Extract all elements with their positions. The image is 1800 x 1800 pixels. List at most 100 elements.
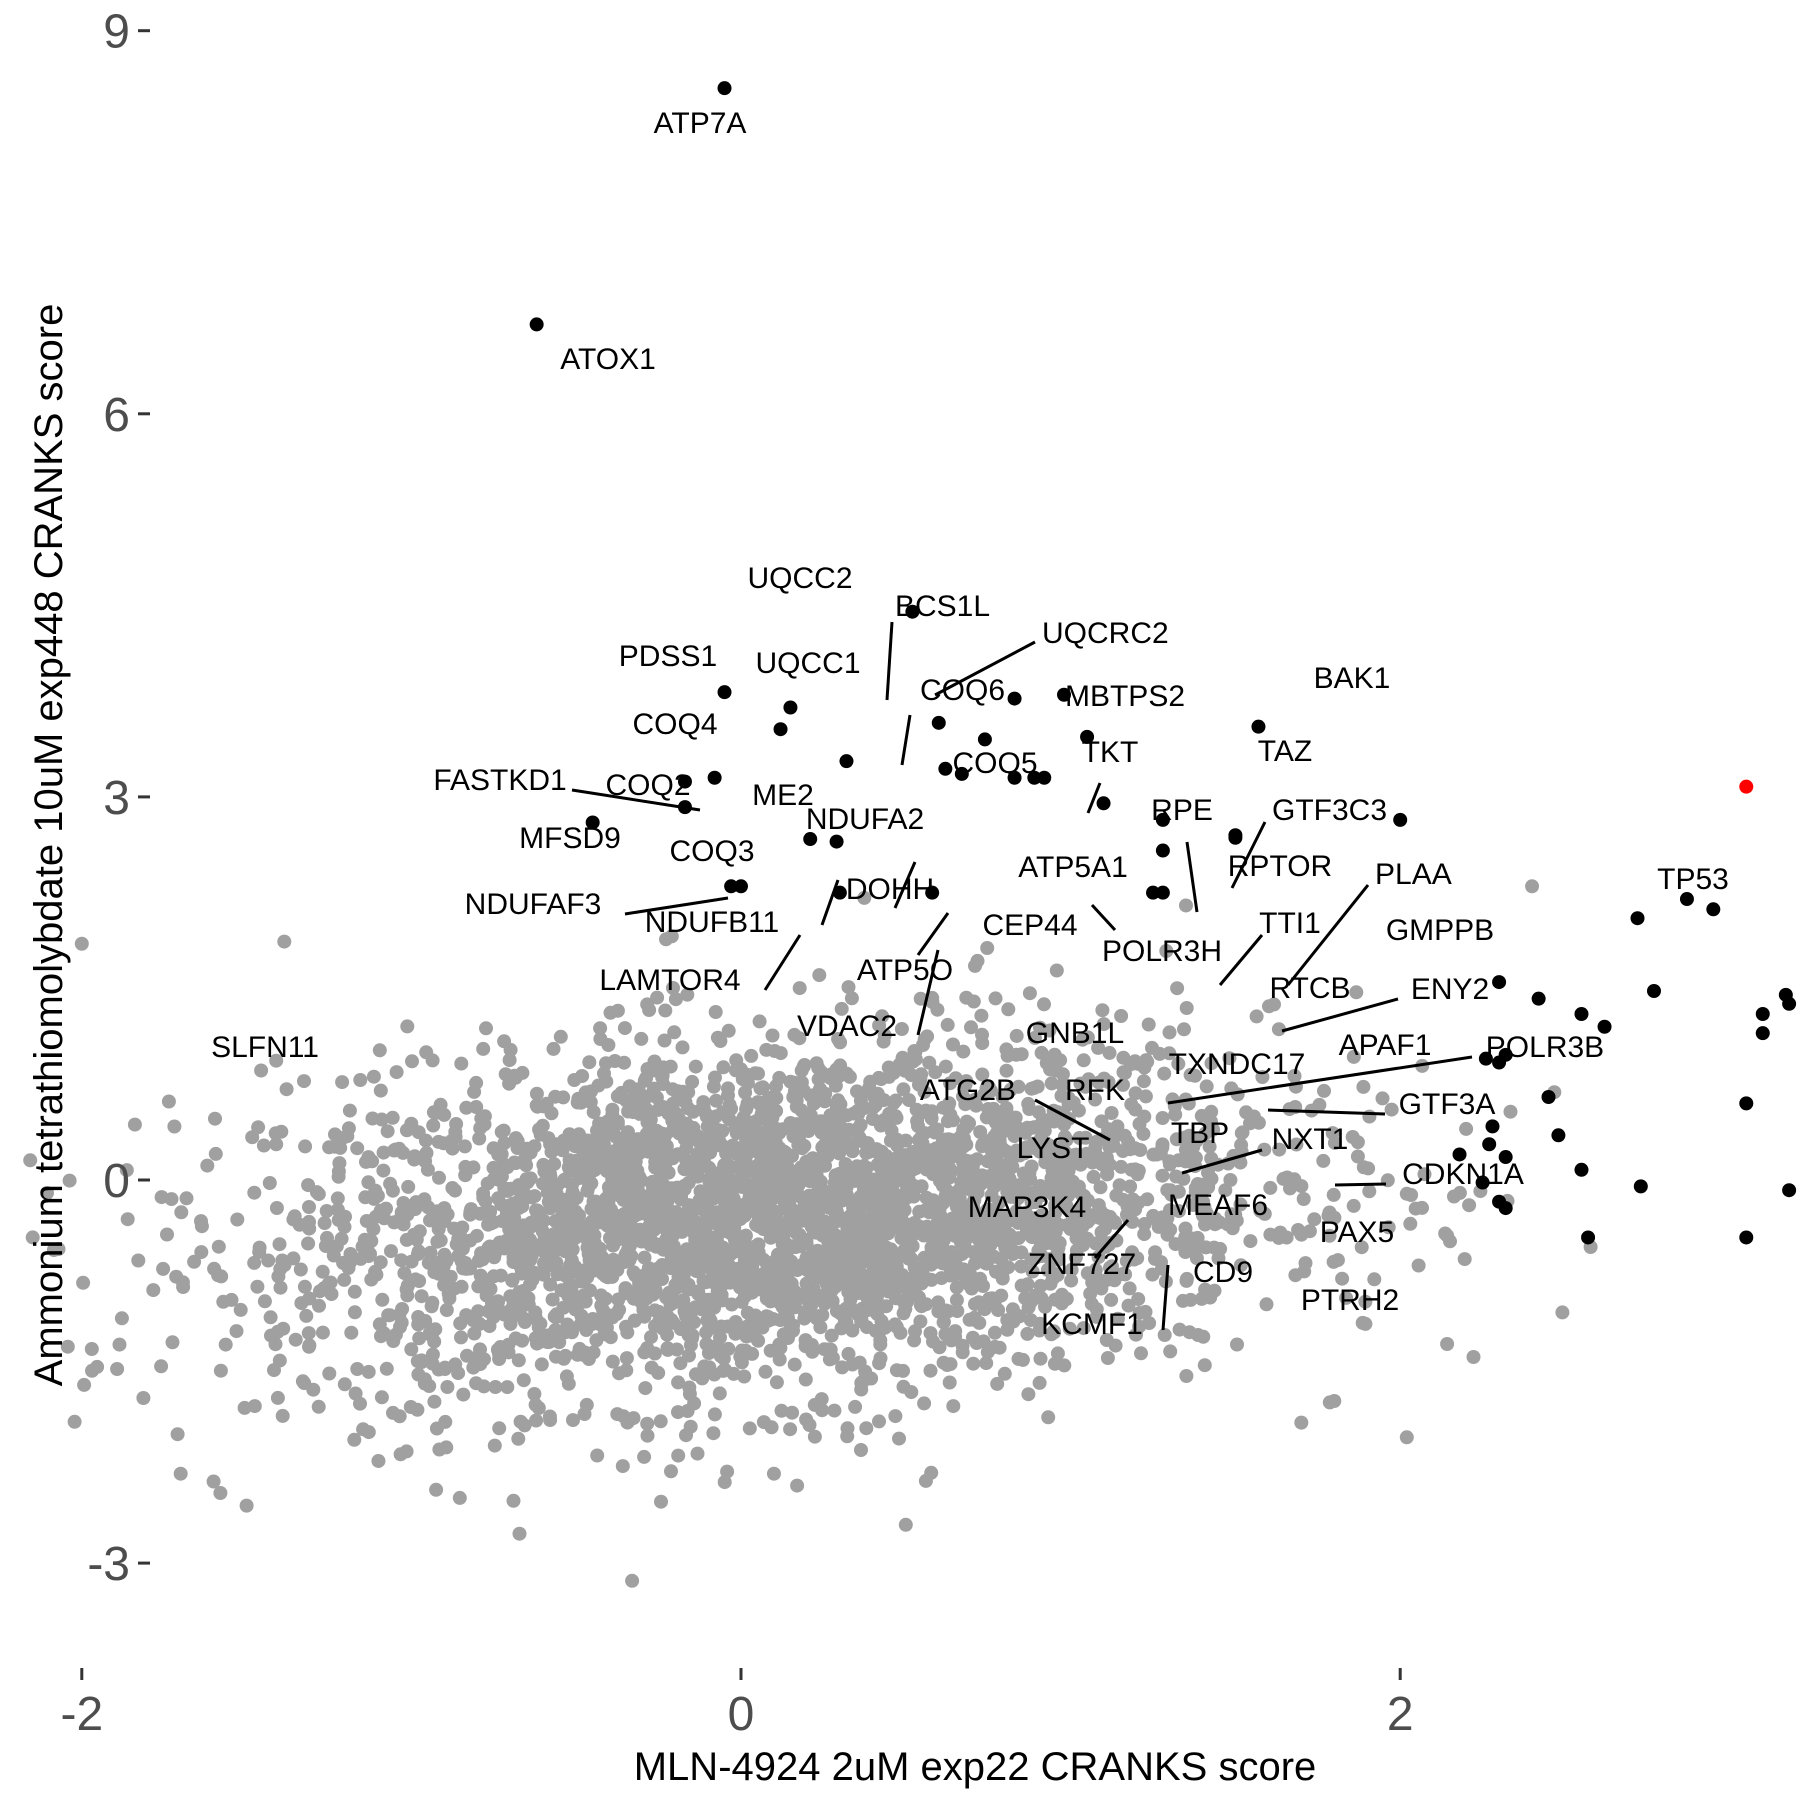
background-point [788,1240,803,1255]
background-point [666,981,680,995]
background-point [816,1292,831,1307]
label-eny2: ENY2 [1411,973,1489,1006]
background-point [862,1226,876,1241]
point-uqcrc2 [1057,687,1072,702]
background-point [667,1025,682,1040]
connector-atp5a1 [1090,903,1117,932]
background-point [565,1325,579,1340]
background-point [271,1269,286,1284]
background-point [353,1396,367,1411]
background-point [706,1079,721,1094]
background-point [504,1302,519,1317]
label-lyst: LYST [1017,1132,1090,1165]
background-point [297,1074,311,1089]
background-point [685,1074,700,1089]
background-point [330,1202,345,1217]
background-point [848,1173,863,1188]
background-point [794,1103,809,1118]
background-point [1014,1047,1029,1062]
background-point [548,1089,563,1104]
background-point [1408,1201,1423,1216]
background-point [774,1224,789,1239]
background-point [267,1363,281,1378]
background-point [527,1189,542,1204]
background-point [23,1153,38,1168]
label-coq6: COQ6 [920,674,1005,707]
background-point [787,1357,802,1372]
background-point [928,1255,943,1270]
background-point [331,1169,346,1184]
background-point [657,1033,672,1048]
background-point [1272,1142,1287,1157]
background-point [776,1237,791,1252]
background-point [1440,1228,1455,1243]
background-point [744,1244,759,1259]
background-point [984,1188,999,1203]
background-point [67,1414,82,1429]
background-point [899,1189,914,1204]
highlighted-point [1007,770,1022,785]
background-point [973,1271,988,1286]
point-lamtor4 [832,885,847,900]
label-bcs1l: BCS1L [895,590,990,623]
background-point [959,1074,974,1089]
background-point [844,991,859,1006]
background-point [1273,1225,1288,1240]
background-point [1006,1243,1021,1258]
point-bcs1l [1007,691,1022,706]
background-point [889,1259,904,1274]
background-point [582,1055,597,1070]
background-point [1155,1168,1170,1183]
background-point [640,1428,655,1443]
background-point [769,1090,784,1105]
background-point [247,1399,262,1414]
background-point [943,1262,958,1277]
background-point [873,1337,888,1352]
background-point [800,1118,815,1133]
background-point [854,1443,868,1457]
background-point [783,1422,798,1437]
background-point [400,1019,415,1034]
point-coq6 [1037,770,1052,785]
background-point [864,1176,879,1191]
background-point [503,1289,518,1304]
x-tick-label: 0 [728,1688,755,1741]
background-point [599,1074,614,1089]
highlighted-point [977,732,992,747]
background-point [856,1237,871,1252]
background-point [999,1063,1014,1078]
background-point [988,1160,1003,1174]
background-point [1047,1114,1061,1129]
background-point [1027,1030,1042,1045]
background-point [995,1209,1010,1223]
background-point [804,1297,819,1312]
background-point [1091,1075,1106,1090]
background-point [1034,1045,1049,1060]
background-point [914,1130,929,1145]
background-point [1218,1183,1233,1198]
background-point [1204,1056,1219,1071]
background-point [553,1029,568,1044]
background-point [550,1267,565,1282]
background-point [1046,1324,1061,1339]
background-point [691,1130,706,1145]
label-rtcb: RTCB [1269,972,1350,1005]
background-point [1384,1102,1399,1117]
background-point [315,1325,330,1340]
highlighted-point [938,761,953,776]
background-point [411,1317,426,1332]
background-point [1190,1230,1205,1245]
background-point [1021,1300,1036,1315]
background-point [586,1105,601,1120]
background-point [492,1421,507,1436]
background-point [76,1275,91,1290]
background-point [896,1306,911,1321]
point-meaf6 [1633,1179,1648,1194]
background-point [127,1117,142,1132]
background-point [815,1217,830,1232]
label-me2: ME2 [752,779,814,812]
background-point [933,1174,947,1189]
background-point [934,1271,949,1286]
background-point [1246,1109,1261,1124]
background-point [737,1197,752,1212]
